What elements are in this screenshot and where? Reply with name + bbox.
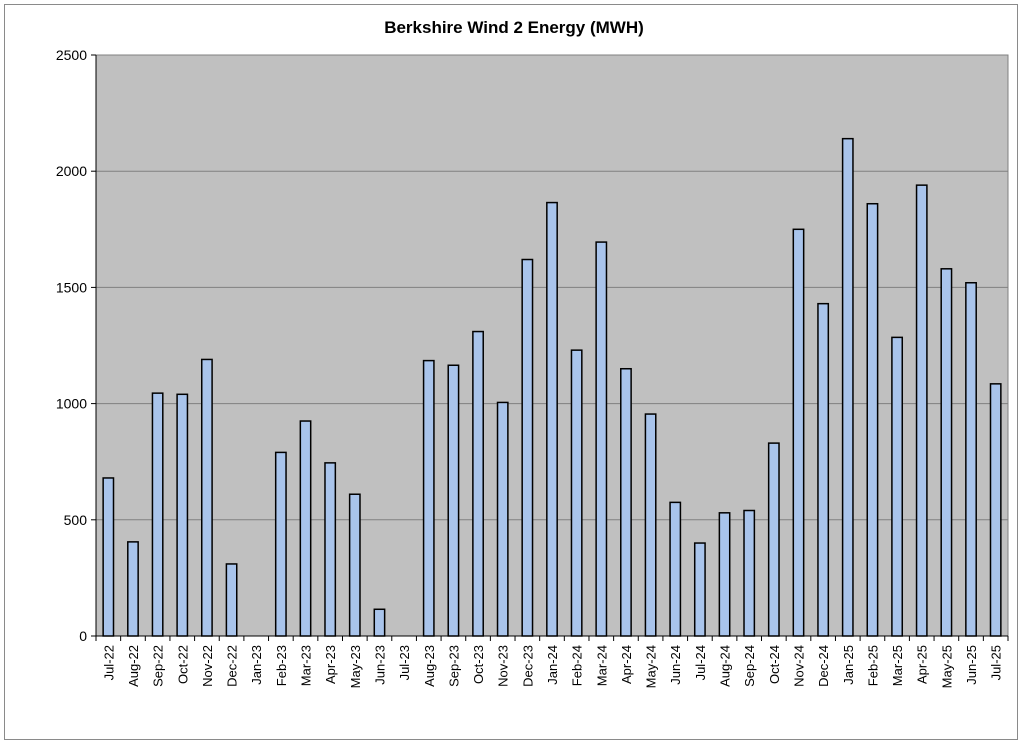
bar-sep-24 — [743, 509, 756, 637]
bar-mar-25 — [891, 336, 904, 637]
bar-oct-24 — [767, 442, 780, 637]
y-tick-label: 2500 — [56, 47, 87, 63]
bar-sep-22 — [151, 392, 164, 637]
y-tick-label: 0 — [79, 628, 87, 644]
bar-apr-24 — [620, 367, 632, 637]
x-tick-label: Dec-22 — [225, 645, 240, 687]
x-tick-label: Feb-23 — [274, 645, 289, 686]
bar-nov-23 — [496, 401, 509, 637]
x-tick-label: Apr-24 — [619, 645, 634, 684]
x-tick-label: Mar-24 — [594, 645, 609, 686]
x-tick-label: Nov-24 — [791, 645, 806, 687]
x-tick-label: Dec-23 — [520, 645, 535, 687]
bar-aug-22 — [127, 541, 139, 637]
y-axis: 0 500 1000 1500 2000 2500 — [56, 47, 97, 644]
chart-title: Berkshire Wind 2 Energy (MWH) — [384, 18, 644, 37]
x-tick-label: Jun-25 — [964, 645, 979, 685]
bar-oct-22 — [176, 393, 189, 637]
x-tick-label: Sep-22 — [151, 645, 166, 687]
x-tick-label: Dec-24 — [816, 645, 831, 687]
x-tick-label: Oct-23 — [471, 645, 486, 684]
x-tick-label: Nov-22 — [200, 645, 215, 687]
bar-feb-23 — [274, 451, 287, 637]
bar-jul-25 — [989, 383, 1002, 637]
bar-dec-22 — [225, 563, 238, 637]
y-tick-label: 1500 — [56, 279, 87, 295]
x-tick-label: Jun-23 — [372, 645, 387, 685]
x-tick-label: Mar-23 — [299, 645, 314, 686]
x-tick-label: Jan-24 — [545, 645, 560, 685]
x-axis: Jul-22 Aug-22 Sep-22 Oct-22 Nov-22 Dec-22 Jan-… — [95, 635, 1009, 688]
bar-dec-24 — [817, 302, 830, 637]
bar-nov-24 — [792, 228, 805, 637]
bar-may-23 — [348, 493, 361, 637]
x-tick-label: Aug-23 — [422, 645, 437, 687]
x-tick-label: Feb-24 — [570, 645, 585, 686]
bar-chart: Berkshire Wind 2 Energy (MWH) 0 500 1000 15… — [56, 18, 1009, 688]
x-tick-label: Aug-24 — [718, 645, 733, 687]
bar-jun-23 — [373, 608, 386, 637]
bars — [102, 137, 1002, 637]
x-tick-label: Jul-22 — [101, 645, 116, 680]
x-tick-label: Apr-23 — [323, 645, 338, 684]
x-tick-label: Jun-24 — [668, 645, 683, 685]
bar-jun-24 — [669, 501, 682, 637]
bar-aug-23 — [422, 359, 435, 637]
y-tick-label: 2000 — [56, 163, 87, 179]
bar-may-25 — [940, 268, 953, 637]
x-tick-label: Aug-22 — [126, 645, 141, 687]
y-tick-label: 1000 — [56, 396, 87, 412]
bar-jul-24 — [693, 542, 706, 637]
x-tick-label: Jul-24 — [693, 645, 708, 680]
x-tick-label: Jul-23 — [397, 645, 412, 680]
bar-jun-25 — [965, 282, 977, 637]
x-tick-label: Jan-23 — [249, 645, 264, 685]
y-tick-label: 500 — [64, 512, 88, 528]
x-tick-label: Sep-23 — [446, 645, 461, 687]
bar-oct-23 — [472, 330, 484, 637]
bar-mar-24 — [595, 241, 608, 637]
bar-may-24 — [644, 413, 657, 637]
bar-apr-25 — [915, 184, 928, 637]
x-tick-label: Nov-23 — [496, 645, 511, 687]
bar-jan-24 — [546, 201, 558, 637]
x-tick-label: Oct-24 — [767, 645, 782, 684]
bar-jan-25 — [841, 137, 854, 637]
bar-nov-22 — [200, 358, 213, 637]
x-tick-label: Mar-25 — [890, 645, 905, 686]
x-tick-label: May-23 — [348, 645, 363, 688]
x-tick-label: Jan-25 — [841, 645, 856, 685]
bar-jul-22 — [102, 477, 115, 637]
chart-frame: Berkshire Wind 2 Energy (MWH) 0 500 1000 15… — [4, 4, 1018, 740]
bar-sep-23 — [447, 364, 460, 637]
bar-dec-23 — [521, 258, 534, 637]
bar-apr-23 — [324, 462, 337, 637]
x-tick-label: Jul-25 — [989, 645, 1004, 680]
bar-feb-25 — [866, 202, 879, 637]
x-tick-label: May-24 — [644, 645, 659, 688]
bar-aug-24 — [718, 512, 731, 637]
bar-feb-24 — [570, 349, 583, 637]
x-tick-label: Apr-25 — [915, 645, 930, 684]
x-tick-label: May-25 — [939, 645, 954, 688]
x-tick-label: Oct-22 — [175, 645, 190, 684]
x-tick-label: Feb-25 — [865, 645, 880, 686]
x-tick-label: Sep-24 — [742, 645, 757, 687]
bar-mar-23 — [299, 420, 312, 637]
